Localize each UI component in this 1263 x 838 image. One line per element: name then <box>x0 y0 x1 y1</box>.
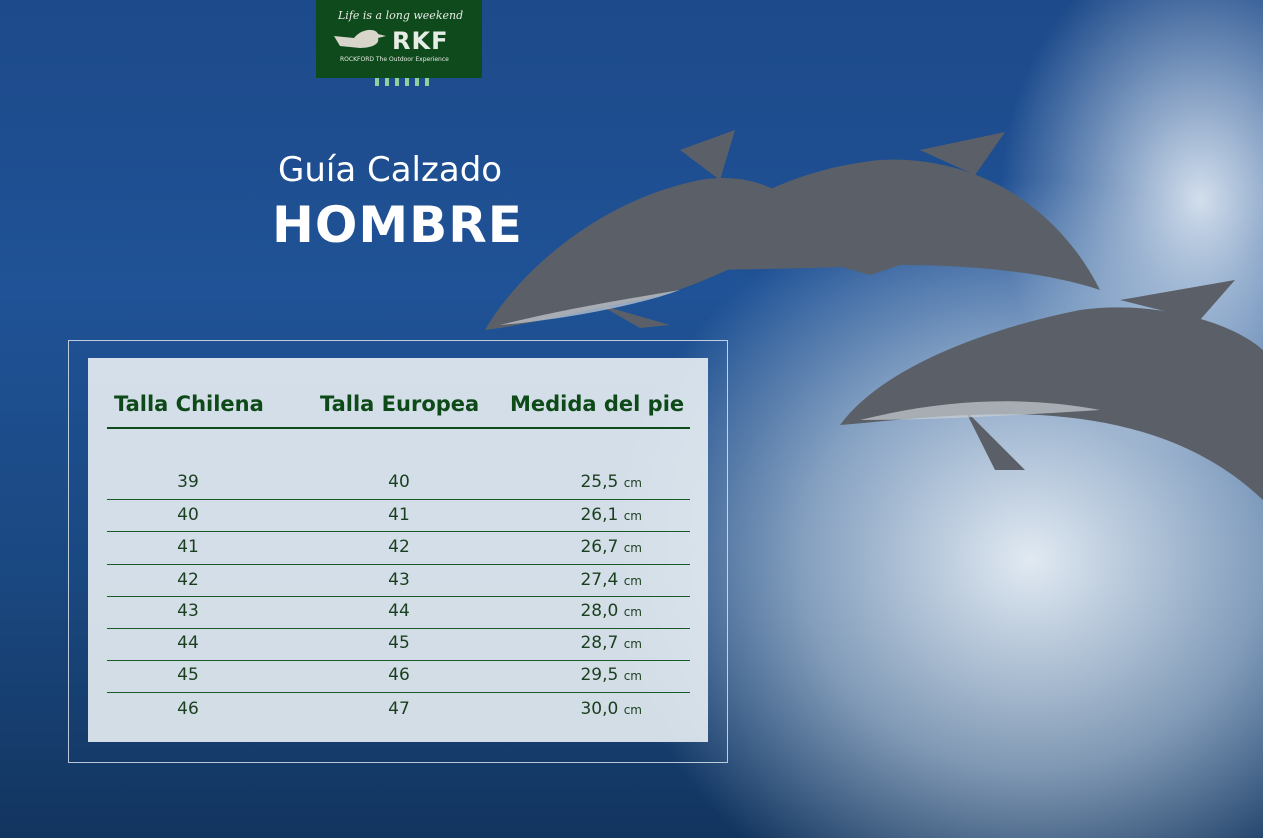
guide-category: HOMBRE <box>272 196 523 254</box>
duck-icon <box>334 29 386 48</box>
row-divider <box>107 564 690 565</box>
row-divider <box>107 596 690 597</box>
row-divider <box>107 628 690 629</box>
medida-value: 28,7 <box>580 633 619 653</box>
medida-value: 27,4 <box>580 570 619 590</box>
medida-value: 26,7 <box>580 537 619 557</box>
cell-talla-chilena: 44 <box>177 633 199 653</box>
row-divider <box>107 660 690 661</box>
cell-talla-europea: 43 <box>388 570 410 590</box>
cell-medida-pie: 28,0 cm <box>520 601 642 621</box>
cell-talla-europea: 47 <box>388 699 410 719</box>
cell-medida-pie: 26,7 cm <box>520 537 642 557</box>
cell-medida-pie: 27,4 cm <box>520 570 642 590</box>
logo-tagline: Life is a long weekend <box>338 9 464 22</box>
cell-talla-europea: 44 <box>388 601 410 621</box>
logo-subtitle: ROCKFORD The Outdoor Experience <box>340 56 449 63</box>
brand-logo: Life is a long weekend RKF ROCKFORD The … <box>316 0 482 78</box>
medida-unit: cm <box>623 574 642 588</box>
medida-unit: cm <box>623 669 642 683</box>
cell-medida-pie: 28,7 cm <box>520 633 642 653</box>
header-talla-europea: Talla Europea <box>320 392 480 416</box>
logo-brand: RKF <box>392 27 449 55</box>
cell-medida-pie: 30,0 cm <box>520 699 642 719</box>
cell-talla-chilena: 42 <box>177 570 199 590</box>
cell-medida-pie: 25,5 cm <box>520 472 642 492</box>
header-medida-pie: Medida del pie <box>510 392 685 416</box>
cell-medida-pie: 29,5 cm <box>520 665 642 685</box>
header-divider <box>107 427 690 429</box>
medida-value: 25,5 <box>580 472 619 492</box>
medida-unit: cm <box>623 509 642 523</box>
cell-talla-chilena: 45 <box>177 665 199 685</box>
row-divider <box>107 692 690 693</box>
cell-talla-chilena: 43 <box>177 601 199 621</box>
cell-talla-europea: 40 <box>388 472 410 492</box>
cell-talla-europea: 46 <box>388 665 410 685</box>
cell-talla-europea: 45 <box>388 633 410 653</box>
row-divider <box>107 531 690 532</box>
cell-talla-chilena: 39 <box>177 472 199 492</box>
medida-value: 28,0 <box>580 601 619 621</box>
medida-unit: cm <box>623 605 642 619</box>
cell-talla-europea: 41 <box>388 505 410 525</box>
medida-value: 29,5 <box>580 665 619 685</box>
medida-unit: cm <box>623 703 642 717</box>
cell-talla-europea: 42 <box>388 537 410 557</box>
row-divider <box>107 499 690 500</box>
medida-unit: cm <box>623 637 642 651</box>
logo-stripes <box>375 78 430 86</box>
medida-value: 30,0 <box>580 699 619 719</box>
header-talla-chilena: Talla Chilena <box>114 392 264 416</box>
guide-title: Guía Calzado <box>278 150 503 190</box>
cell-talla-chilena: 46 <box>177 699 199 719</box>
medida-value: 26,1 <box>580 505 619 525</box>
cell-talla-chilena: 41 <box>177 537 199 557</box>
medida-unit: cm <box>623 476 642 490</box>
size-table-panel <box>88 358 708 742</box>
table-frame <box>68 340 728 763</box>
cell-talla-chilena: 40 <box>177 505 199 525</box>
medida-unit: cm <box>623 541 642 555</box>
cell-medida-pie: 26,1 cm <box>520 505 642 525</box>
